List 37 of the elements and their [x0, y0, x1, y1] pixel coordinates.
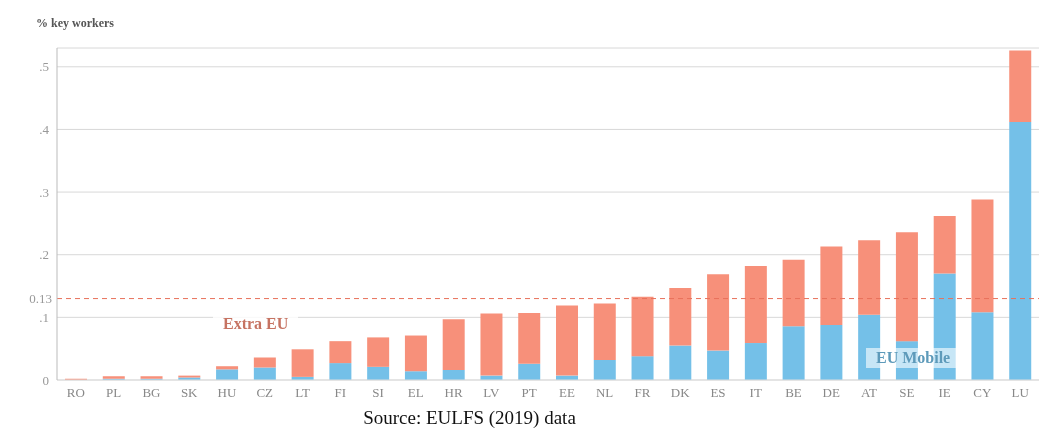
x-tick-label: LV: [483, 385, 501, 401]
x-tick-label: SK: [180, 385, 199, 401]
x-tick-label: CY: [973, 385, 992, 401]
y-tick-label: .2: [39, 247, 49, 263]
x-tick-label: PT: [521, 385, 537, 401]
source-note: Source: EULFS (2019) data: [362, 407, 577, 429]
y-tick-label: 0: [42, 372, 49, 388]
y-tick-label: .5: [39, 59, 49, 75]
series-label: Extra EU: [213, 314, 299, 334]
x-tick-label: BE: [785, 385, 802, 401]
x-tick-label: AT: [861, 385, 878, 401]
x-tick-label: EE: [558, 385, 575, 401]
x-tick-label: SI: [372, 385, 384, 401]
x-tick-label: HR: [444, 385, 463, 401]
x-tick-label: DE: [822, 385, 840, 401]
x-tick-label: FI: [334, 385, 347, 401]
x-tick-label: PL: [106, 385, 122, 401]
x-tick-label: CZ: [256, 385, 274, 401]
x-tick-label: BG: [142, 385, 161, 401]
x-tick-label: SE: [899, 385, 915, 401]
x-tick-label: RO: [66, 385, 85, 401]
chart-title: % key workers: [36, 16, 114, 31]
ref-line-label: 0.13: [29, 291, 52, 307]
x-tick-label: HU: [217, 385, 237, 401]
y-tick-label: .1: [39, 309, 49, 325]
x-tick-label: DK: [670, 385, 691, 401]
x-tick-label: EL: [407, 385, 424, 401]
y-tick-label: .3: [39, 184, 49, 200]
x-tick-label: IT: [749, 385, 762, 401]
x-tick-label: NL: [595, 385, 614, 401]
x-tick-label: ES: [710, 385, 726, 401]
x-tick-label: IE: [938, 385, 951, 401]
x-tick-label: LU: [1011, 385, 1030, 401]
x-tick-label: LT: [295, 385, 310, 401]
y-tick-label: .4: [39, 122, 50, 138]
x-tick-label: FR: [634, 385, 651, 401]
series-label: EU Mobile: [866, 348, 961, 368]
